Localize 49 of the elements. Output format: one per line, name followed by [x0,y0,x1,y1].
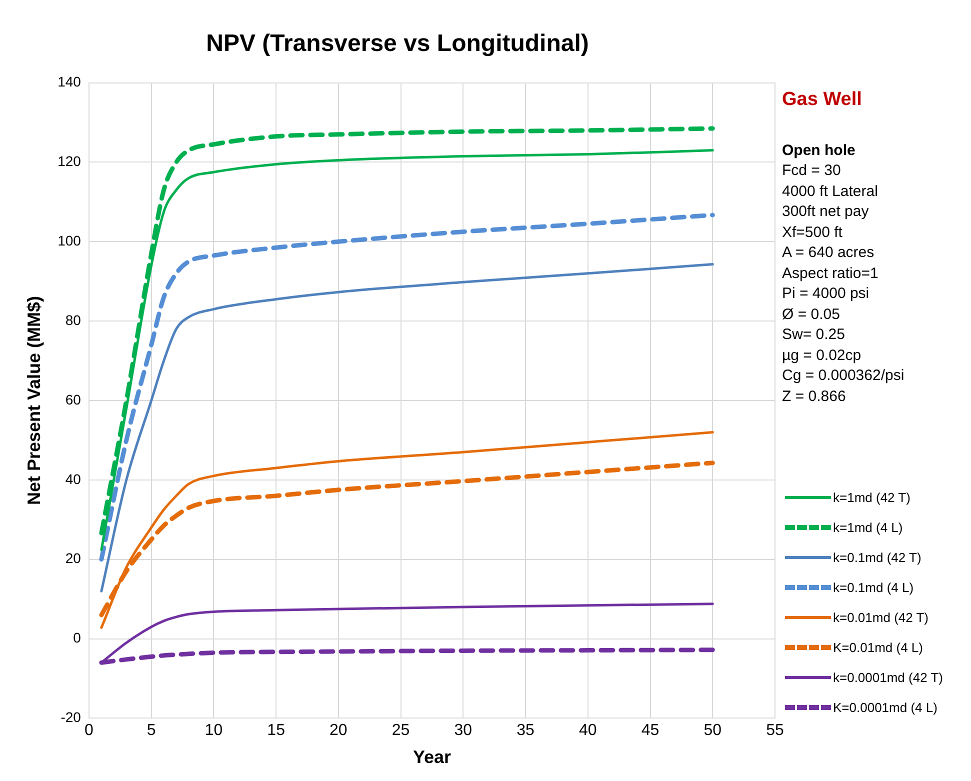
x-tick-label: 55 [766,722,784,740]
y-tick-label: 140 [58,74,82,90]
x-axis-title: Year [412,747,452,768]
legend-label: k=0.1md (4 L) [833,580,914,594]
text: Fcd = 30 [782,161,842,181]
y-tick-label: -20 [60,709,82,726]
x-tick-label: 40 [579,722,597,740]
legend-label: k=1md (42 T) [833,490,910,504]
text: 4000 ft Lateral [782,182,879,202]
line-series [99,212,715,562]
legend-label: K=0.01md (4 L) [833,640,923,654]
text: Aspect ratio=1 [782,264,880,284]
legend-label: k=1md (4 L) [833,520,903,534]
y-tick-label: 120 [58,153,82,170]
text: Open hole [782,140,856,160]
x-tick-label: 0 [84,722,94,740]
legend-label: k=0.1md (42 T) [833,550,922,564]
x-tick-label: 10 [204,722,223,740]
legend-label: k=0.0001md (42 T) [833,670,943,684]
x-tick-label: 5 [146,722,156,740]
y-tick-label: 80 [65,312,82,328]
text: Pi = 4000 psi [782,284,870,304]
line-series [100,431,714,629]
y-tick-label: 100 [58,232,82,249]
x-tick-label: 20 [330,722,348,740]
y-tick-label: 20 [65,550,82,566]
y-tick-label: 40 [65,470,82,487]
legend-label: k=0.01md (42 T) [833,610,929,624]
x-tick-label: 30 [454,722,472,740]
x-tick-label: 50 [704,722,722,740]
text: µg = 0.02cp [782,346,862,366]
x-tick-label: 45 [641,722,660,740]
y-tick-label: 60 [65,391,82,408]
legend-label: K=0.0001md (4 L) [833,700,938,714]
text: Xf=500 ft [782,222,844,242]
x-tick-label: 15 [267,722,286,740]
text: Gas Well [782,89,863,110]
y-axis-title: Net Present Value (MM$) [24,296,44,506]
chart-title: NPV (Transverse vs Longitudinal) [206,30,589,58]
y-tick-label: 0 [73,630,82,646]
text: Cg = 0.000362/psi [782,366,904,386]
text: 300ft net pay [782,202,870,222]
text: Z = 0.866 [782,386,847,406]
text: Sw= 0.25 [782,325,846,345]
x-tick-label: 25 [392,722,410,740]
text: Ø = 0.05 [782,304,841,324]
line-series [100,263,714,592]
x-tick-label: 35 [516,722,535,740]
text: A = 640 acres [782,243,876,263]
